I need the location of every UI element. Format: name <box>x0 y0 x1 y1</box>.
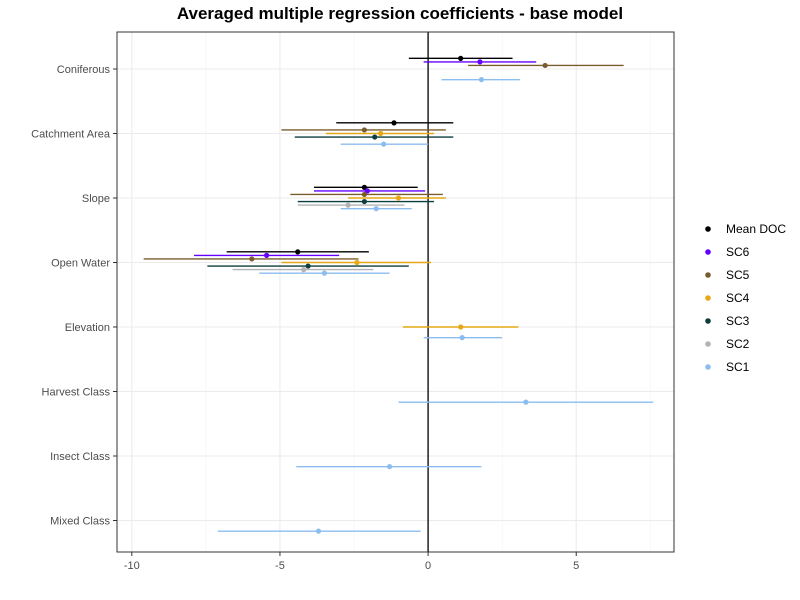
estimate-point <box>458 324 464 330</box>
estimate-point <box>477 59 483 65</box>
estimate-point <box>361 127 367 133</box>
estimate-point <box>386 464 393 470</box>
estimate-point <box>373 206 379 212</box>
legend-key <box>705 226 711 232</box>
estimate-point <box>458 55 464 61</box>
estimate-point <box>459 335 465 341</box>
estimate-point <box>361 184 367 190</box>
estimate-point <box>395 195 402 201</box>
estimate-point <box>295 249 301 255</box>
y-tick-label: Catchment Area <box>31 129 111 141</box>
estimate-point <box>249 256 255 262</box>
legend-key <box>705 272 711 278</box>
panel-border <box>116 31 675 553</box>
estimate-point <box>372 134 378 140</box>
legend-label: SC5 <box>726 268 750 282</box>
estimate-point <box>378 130 384 137</box>
legend-label: SC3 <box>726 314 750 328</box>
estimate-point <box>478 77 485 83</box>
x-tick-label: -5 <box>275 560 285 572</box>
estimate-point <box>542 62 548 69</box>
estimate-point <box>315 528 322 534</box>
estimate-point <box>364 188 370 194</box>
x-tick-label: 5 <box>573 560 579 572</box>
x-tick-label: -10 <box>124 560 140 572</box>
estimate-point <box>361 198 367 205</box>
y-tick-label: Harvest Class <box>42 387 111 399</box>
y-tick-label: Slope <box>82 193 110 205</box>
legend-label: Mean DOC <box>726 222 786 236</box>
legend-key <box>705 295 711 301</box>
estimate-point <box>321 270 327 276</box>
legend-label: SC2 <box>726 337 750 351</box>
estimate-point <box>523 399 529 405</box>
estimate-point <box>391 120 397 126</box>
y-tick-label: Coniferous <box>57 64 111 76</box>
legend-key <box>705 318 711 324</box>
estimate-point <box>345 202 351 208</box>
y-tick-label: Elevation <box>65 322 110 334</box>
x-tick-label: 0 <box>425 560 431 572</box>
plot-panel <box>117 32 674 552</box>
estimate-point <box>301 267 307 273</box>
estimate-point <box>361 191 367 198</box>
estimate-point <box>264 252 270 258</box>
legend-label: SC4 <box>726 291 750 305</box>
estimate-point <box>305 263 311 269</box>
estimate-point <box>354 259 360 266</box>
chart-title: Averaged multiple regression coefficient… <box>176 4 624 23</box>
y-tick-label: Insect Class <box>50 451 110 463</box>
estimate-point <box>381 141 387 147</box>
legend-label: SC1 <box>726 360 750 374</box>
y-tick-label: Mixed Class <box>50 516 110 528</box>
y-tick-label: Open Water <box>51 258 110 270</box>
legend-key <box>705 364 711 370</box>
legend-key <box>705 249 711 255</box>
legend-key <box>705 341 711 347</box>
legend-label: SC6 <box>726 245 750 259</box>
